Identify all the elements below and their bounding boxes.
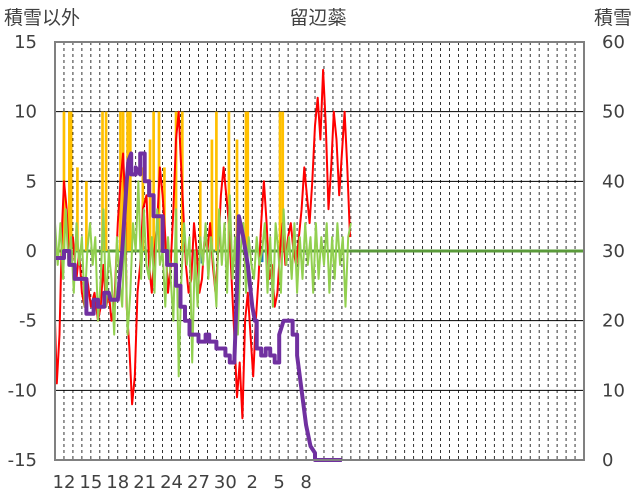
x-tick-label: 21 <box>133 472 156 493</box>
sunshine-bar <box>260 251 264 263</box>
chart-title: 留辺蘂 <box>289 7 346 29</box>
precipitation-bar <box>246 111 250 252</box>
precipitation-bar <box>281 111 285 252</box>
temp_change-line <box>54 180 352 378</box>
x-tick-label: 15 <box>79 472 102 493</box>
precipitation-bar <box>235 139 239 251</box>
y-right-tick-label: 60 <box>602 32 625 53</box>
y-right-axis-label: 積雪 <box>594 7 632 29</box>
precipitation-bar <box>215 111 218 252</box>
y-right-tick-label: 50 <box>602 102 625 123</box>
precipitation-bar <box>152 111 155 252</box>
precipitation-bar <box>85 181 88 251</box>
line-series <box>54 68 352 462</box>
y-left-tick-label: -5 <box>19 311 37 332</box>
snow_depth-line <box>55 151 342 462</box>
precipitation-bar <box>244 111 248 252</box>
y-right-tick-label: 20 <box>602 311 625 332</box>
y-left-tick-label: -10 <box>8 380 37 401</box>
y-left-tick-label: 10 <box>14 102 37 123</box>
x-tick-label: 12 <box>53 472 76 493</box>
precipitation-bar <box>104 111 108 252</box>
precipitation-bar <box>76 167 79 251</box>
x-tick-label: 8 <box>300 472 311 493</box>
precipitation-bar <box>174 111 178 252</box>
precipitation-bar <box>278 111 282 252</box>
y-right-tick-label: 10 <box>602 380 625 401</box>
y-left-tick-label: 0 <box>26 241 37 262</box>
y-left-tick-label: 15 <box>14 32 37 53</box>
x-tick-label: 5 <box>273 472 284 493</box>
precipitation-bar <box>227 111 231 252</box>
x-tick-label: 2 <box>247 472 258 493</box>
x-tick-label: 24 <box>160 472 183 493</box>
precipitation-bar <box>69 111 73 252</box>
y-left-axis-label: 積雪以外 <box>4 7 80 29</box>
y-left-tick-label: -15 <box>8 450 37 471</box>
precipitation-bar <box>121 111 125 252</box>
y-right-tick-label: 30 <box>602 241 625 262</box>
x-tick-label: 18 <box>106 472 129 493</box>
y-right-tick-label: 0 <box>602 450 613 471</box>
y-left-tick-label: 5 <box>26 171 37 192</box>
precipitation-bar <box>210 139 214 251</box>
y-right-tick-label: 40 <box>602 171 625 192</box>
precipitation-bar <box>128 111 132 252</box>
x-tick-label: 27 <box>187 472 210 493</box>
precipitation-bar <box>68 111 71 252</box>
plot-frame <box>54 41 585 461</box>
precipitation-bar <box>101 111 104 252</box>
x-tick-label: 30 <box>214 472 237 493</box>
precipitation-bar <box>198 181 202 251</box>
